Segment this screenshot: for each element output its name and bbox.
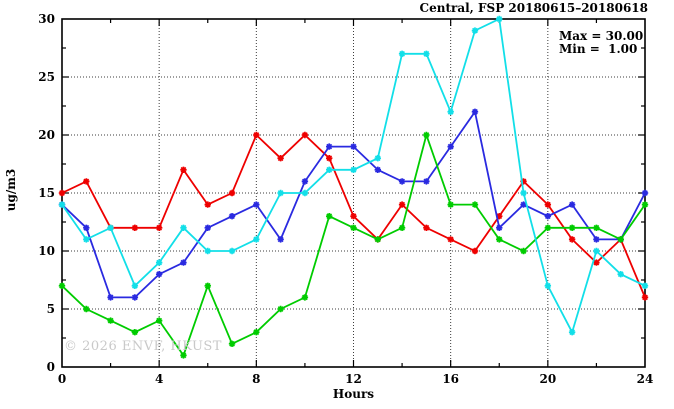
x-axis-label: Hours <box>332 387 375 401</box>
y-tick-label: 30 <box>38 12 55 26</box>
series-markers-green <box>58 131 649 359</box>
x-tick-label: 24 <box>637 372 654 386</box>
x-tick-label: 12 <box>345 372 362 386</box>
chart-title: Central, FSP 20180615–20180618 <box>419 1 648 15</box>
legend-max-label: Max = 30.00 <box>559 29 644 43</box>
y-tick-label: 25 <box>38 70 55 84</box>
y-axis-label: ug/m3 <box>4 168 18 212</box>
x-tick-label: 16 <box>442 372 459 386</box>
x-tick-label: 20 <box>539 372 556 386</box>
x-tick-label: 0 <box>58 372 66 386</box>
y-tick-label: 5 <box>47 302 55 316</box>
x-tick-label: 4 <box>155 372 163 386</box>
y-tick-label: 15 <box>38 186 55 200</box>
watermark: © 2026 ENVF, HKUST <box>64 339 222 354</box>
x-tick-label: 8 <box>252 372 260 386</box>
legend-min-label: Min = 1.00 <box>559 42 638 56</box>
series-markers-cyan <box>58 15 649 336</box>
y-tick-label: 20 <box>38 128 55 142</box>
y-tick-label: 10 <box>38 244 55 258</box>
y-tick-label: 0 <box>47 360 55 374</box>
legend: Max = 30.00 Min = 1.00 <box>559 30 643 56</box>
